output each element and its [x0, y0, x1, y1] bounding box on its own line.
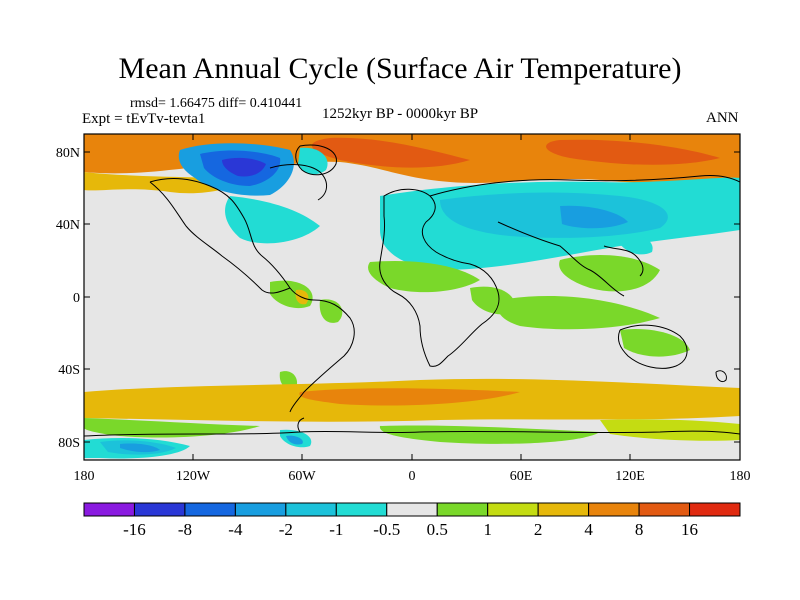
colorbar-swatch [487, 502, 539, 517]
ross-blue [120, 443, 160, 453]
coastlines [84, 144, 740, 437]
colorbar-label: 16 [681, 520, 699, 539]
canada-core [222, 157, 266, 177]
colorbar-swatch [285, 502, 337, 517]
period-label: 1252kyr BP - 0000kyr BP [322, 106, 479, 122]
antarctic-green [379, 425, 600, 444]
x-tick-label: 60E [510, 469, 533, 484]
southern-ocean-warm [299, 388, 520, 406]
experiment-label: Expt = tEvTv-tevta1 [82, 111, 206, 127]
figure-title: Mean Annual Cycle (Surface Air Temperatu… [118, 52, 682, 85]
colorbar-label: 2 [533, 520, 543, 539]
colorbar-label: 4 [584, 520, 593, 539]
y-tick-label: 40N [56, 218, 80, 233]
season-label: ANN [706, 110, 739, 126]
weddell-blue [286, 435, 303, 445]
colorbar-swatch [638, 502, 691, 517]
stats-label: rmsd= 1.66475 diff= 0.410441 [130, 96, 303, 111]
colorbar-label: -8 [177, 520, 193, 539]
japan-cyan [620, 234, 653, 255]
siberia-warm [546, 139, 720, 165]
x-tick-label: 0 [409, 469, 416, 484]
sa-green [319, 299, 343, 323]
colorbar-swatch [588, 502, 640, 517]
n-america-cyan [225, 196, 320, 244]
x-tick-label: 180 [74, 469, 95, 484]
colorbar-swatch [133, 502, 186, 517]
colorbar-swatch [335, 502, 388, 517]
antarctic-yellow [600, 419, 740, 441]
colorbar-label: -0.5 [373, 520, 401, 539]
indian-ocean-green [497, 296, 660, 330]
y-tick-label: 0 [73, 291, 80, 306]
colorbar-swatch [689, 502, 741, 517]
y-tick-label: 80S [58, 436, 80, 451]
colorbar-swatch [184, 502, 236, 517]
africa-green [368, 260, 480, 293]
arctic-yellow [84, 172, 250, 194]
central-asia-blue [560, 205, 628, 229]
colorbar-swatch [83, 502, 135, 517]
australia-green [620, 328, 690, 357]
colorbar-label: 1 [483, 520, 492, 539]
x-tick-label: 120E [615, 469, 645, 484]
colorbar-swatch [537, 502, 590, 517]
se-asia-green [559, 255, 660, 292]
southern-ocean-green [84, 418, 260, 438]
y-tick-label: 40S [58, 363, 80, 378]
colorbar-swatch [386, 502, 438, 517]
colorbar-label: 0.5 [426, 520, 448, 539]
colorbar-label: -16 [123, 520, 146, 539]
arctic-strong-warm [311, 137, 470, 168]
x-tick-label: 60W [288, 469, 316, 484]
colorbar-label: 8 [634, 520, 644, 539]
y-tick-label: 80N [56, 146, 80, 161]
colorbar-label: -1 [329, 520, 344, 539]
x-tick-label: 180 [730, 469, 751, 484]
colorbar-label: -2 [278, 520, 293, 539]
colorbar-swatch [234, 502, 287, 517]
x-tick-label: 120W [176, 469, 211, 484]
axis-ticks [83, 134, 741, 460]
colorbar-swatch [436, 502, 489, 517]
greenland-cool [298, 147, 328, 175]
colorbar-label: -4 [228, 520, 243, 539]
